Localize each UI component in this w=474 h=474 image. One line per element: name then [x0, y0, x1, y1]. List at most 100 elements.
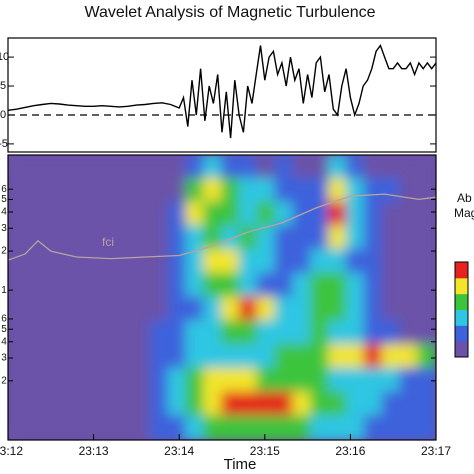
heat-cell: [381, 225, 402, 251]
heat-cell: [363, 391, 384, 418]
heat-cell: [114, 296, 134, 323]
heat-cell: [238, 320, 259, 346]
heat-cell: [221, 249, 241, 275]
heat-cell: [114, 320, 134, 346]
heat-cell: [114, 367, 134, 394]
heat-cell: [24, 249, 45, 275]
heat-cell: [274, 201, 295, 228]
heat-cell: [149, 320, 170, 346]
chart-title: Wavelet Analysis of Magnetic Turbulence: [84, 4, 375, 21]
colorbar-frame: [454, 261, 469, 358]
heat-cell: [363, 155, 384, 180]
heat-cell: [345, 177, 366, 204]
heat-cell: [60, 367, 81, 394]
heat-cell: [60, 249, 81, 275]
heat-cell: [328, 367, 348, 394]
heat-cell: [167, 415, 188, 440]
heat-cell: [203, 296, 223, 323]
heat-cell: [96, 272, 116, 299]
heat-cell: [256, 155, 277, 180]
heat-cell: [363, 344, 384, 370]
heat-cell: [24, 296, 45, 323]
heat-cell: [167, 201, 188, 228]
heat-cell: [345, 296, 366, 323]
heat-cell: [185, 391, 206, 418]
colorbar-segment: [455, 262, 468, 279]
heat-cell: [78, 320, 99, 346]
heat-cell: [310, 155, 330, 180]
heat-cell: [417, 296, 436, 323]
heat-cell: [167, 249, 188, 275]
heat-cell: [256, 367, 277, 394]
heat-cell: [310, 367, 330, 394]
heat-cell: [256, 391, 277, 418]
heat-cell: [60, 391, 81, 418]
plot-frame: [7, 37, 437, 153]
heat-cell: [256, 201, 277, 228]
y-tick-label: 10: [0, 51, 9, 63]
heat-cell: [310, 249, 330, 275]
heat-cell: [78, 391, 99, 418]
heat-cell: [78, 155, 99, 180]
heat-cell: [185, 296, 206, 323]
colorbar-label: Mag: [454, 206, 474, 220]
heat-cell: [328, 296, 348, 323]
heat-cell: [274, 296, 295, 323]
heat-cell: [328, 415, 348, 440]
heat-cell: [78, 272, 99, 299]
heat-cell: [381, 415, 402, 440]
heat-cell: [256, 249, 277, 275]
heat-cell: [221, 177, 241, 204]
heat-cell: [167, 155, 188, 180]
heat-cell: [417, 201, 436, 228]
heat-cell: [8, 177, 27, 204]
y-tick-label: 4: [1, 336, 7, 347]
heat-cell: [274, 272, 295, 299]
heat-cell: [292, 225, 313, 251]
heat-cell: [131, 155, 152, 180]
heat-cell: [60, 225, 81, 251]
heat-cell: [345, 155, 366, 180]
heat-cell: [328, 391, 348, 418]
heat-cell: [381, 201, 402, 228]
heat-cell: [399, 415, 420, 440]
heat-cell: [310, 201, 330, 228]
heat-cell: [256, 177, 277, 204]
x-tick-label: 23:13: [79, 444, 109, 458]
heat-cell: [381, 367, 402, 394]
heat-cell: [96, 415, 116, 440]
heat-cell: [42, 201, 63, 228]
x-tick-label: 23:16: [335, 444, 365, 458]
heat-cell: [42, 155, 63, 180]
heat-cell: [274, 391, 295, 418]
heat-cell: [78, 249, 99, 275]
heat-cell: [238, 249, 259, 275]
heat-cell: [292, 367, 313, 394]
heat-cell: [345, 391, 366, 418]
heat-cell: [238, 367, 259, 394]
heat-cell: [238, 225, 259, 251]
heat-cell: [78, 296, 99, 323]
heat-cell: [310, 320, 330, 346]
heat-cell: [114, 225, 134, 251]
heat-cell: [203, 155, 223, 180]
heat-cell: [131, 201, 152, 228]
heat-cell: [238, 272, 259, 299]
heat-cell: [310, 225, 330, 251]
heat-cell: [292, 296, 313, 323]
heat-cell: [24, 415, 45, 440]
heat-cell: [328, 225, 348, 251]
x-tick-label: 23:14: [164, 444, 194, 458]
heat-cell: [24, 367, 45, 394]
y-tick-label: -5: [0, 138, 8, 150]
heat-cell: [399, 320, 420, 346]
heat-cell: [185, 225, 206, 251]
y-tick-label: 6: [1, 314, 7, 325]
heat-cell: [131, 272, 152, 299]
heat-cell: [114, 249, 134, 275]
heat-cell: [203, 344, 223, 370]
heat-cell: [345, 225, 366, 251]
heat-cell: [24, 272, 45, 299]
heat-cell: [185, 272, 206, 299]
heat-cell: [24, 225, 45, 251]
